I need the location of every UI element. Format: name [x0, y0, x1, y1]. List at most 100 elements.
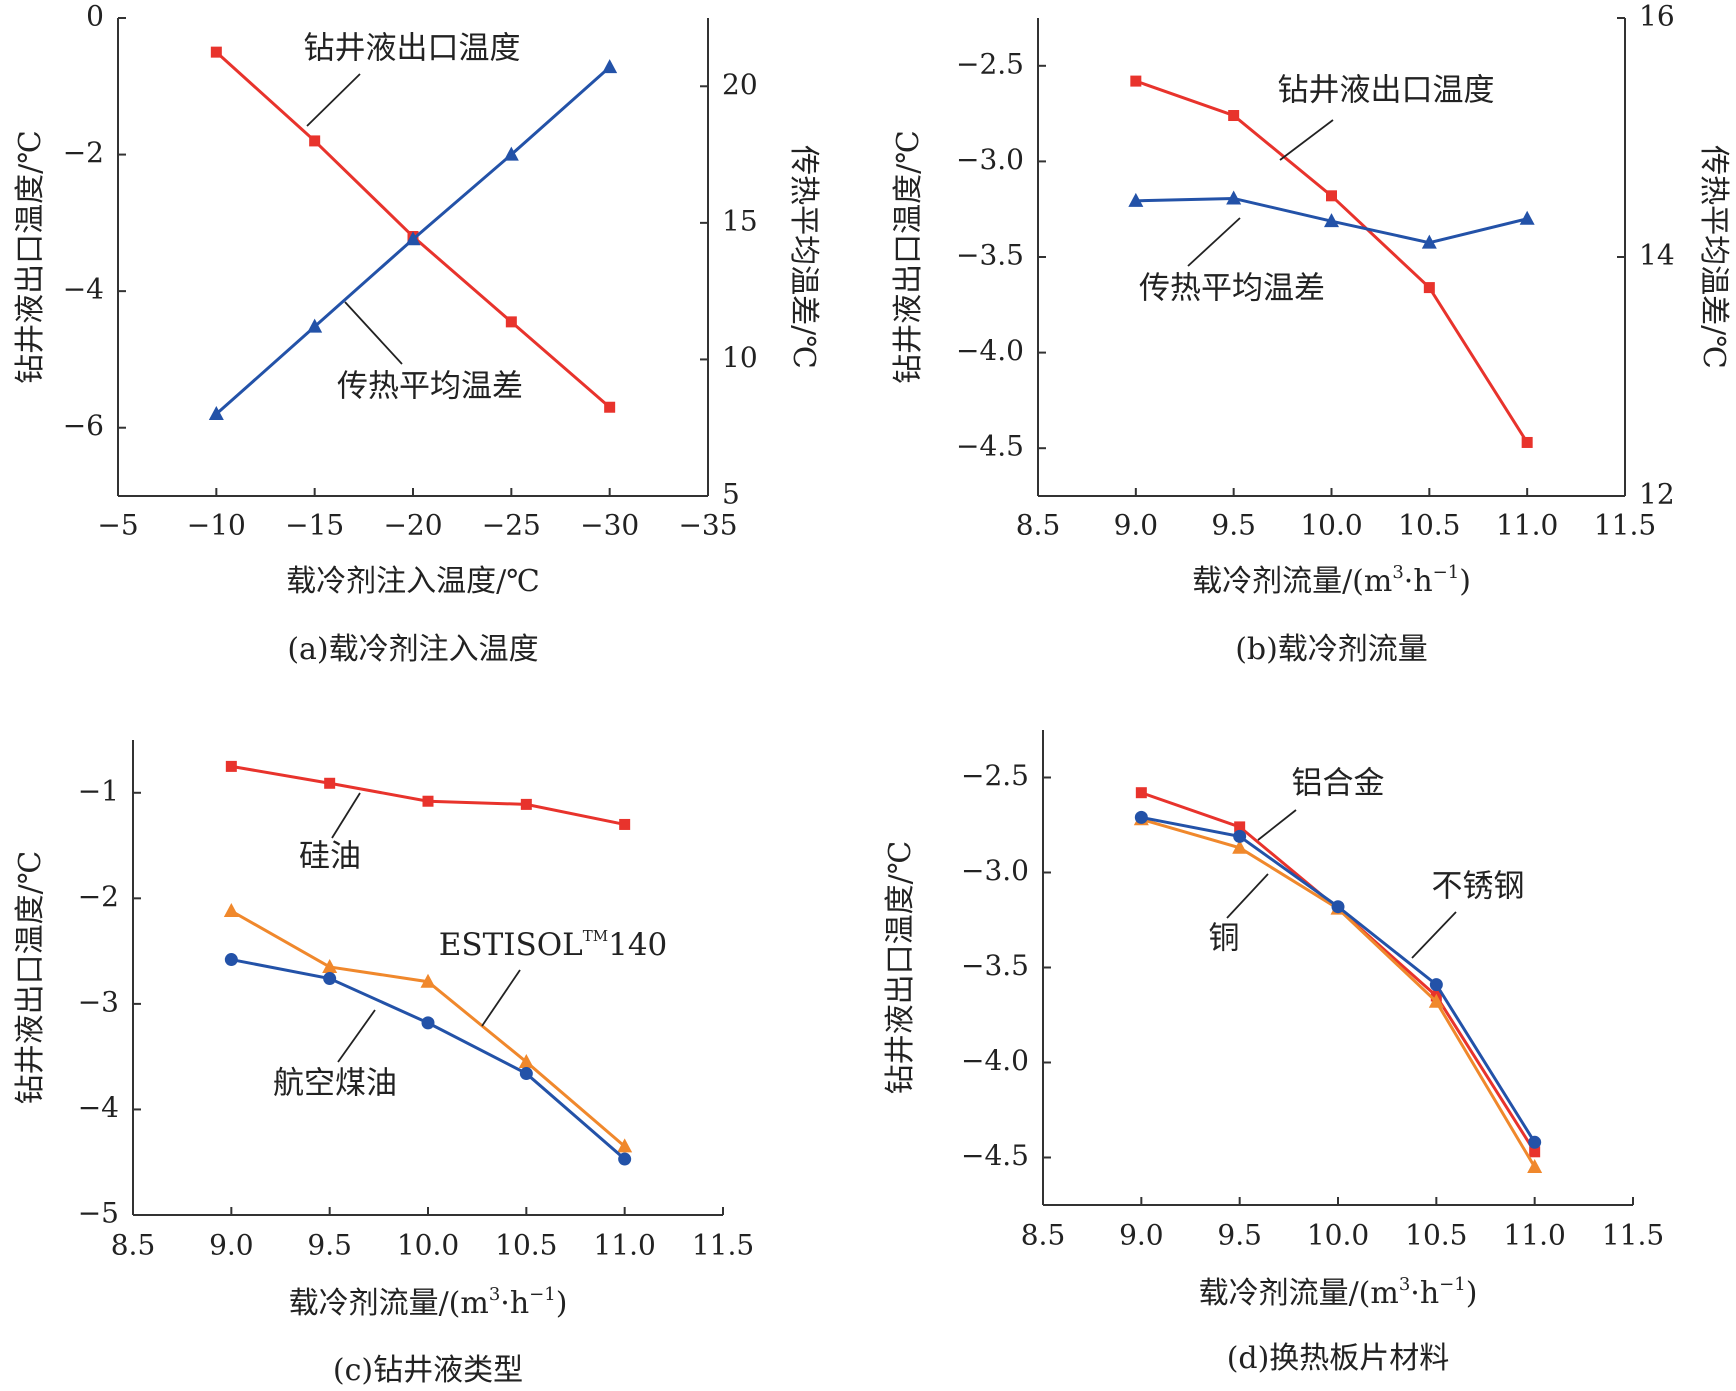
series-line-3	[1141, 815, 1536, 1144]
y2-tick-label: 5	[722, 478, 740, 511]
series-annotation-label: 航空煤油	[273, 1066, 397, 1102]
data-point-triangle	[322, 958, 338, 973]
data-point-triangle	[1519, 210, 1535, 225]
data-point-square	[1529, 1146, 1541, 1158]
annotation-leader-line	[306, 73, 361, 127]
series-line-3	[231, 958, 626, 1161]
data-point-square	[604, 401, 616, 413]
panel-caption: (d)换热板片材料	[1227, 1341, 1450, 1376]
annotation-leader-line	[337, 1009, 376, 1063]
series-annotation-label: 传热平均温差	[337, 369, 523, 405]
series-line-1	[1135, 79, 1529, 444]
data-point-square	[1423, 282, 1435, 294]
x-tick-label: −5	[97, 509, 138, 542]
x-tick-label: 9.5	[1217, 1219, 1262, 1252]
panel-caption: (b)载冷剂流量	[1235, 632, 1428, 667]
x-tick-label: −30	[580, 509, 639, 542]
x-tick-label: 10.0	[397, 1229, 459, 1262]
data-point-circle	[1528, 1135, 1542, 1149]
y-tick-label: −4	[78, 1091, 119, 1124]
data-point-square	[422, 795, 434, 807]
y-axis-label: 钻井液出口温度/℃	[891, 130, 926, 384]
chart-panel-3: 8.5 9.0 9.5 10.0 10.5 11.0 11.5 −1 −2 −3 −4 −5 载冷剂流量…	[13, 740, 754, 1388]
x-tick-label: 10.5	[1398, 509, 1460, 542]
annotation-leader-line	[481, 969, 521, 1027]
y2-tick-label: 15	[722, 204, 758, 237]
y2-tick-label: 12	[1639, 478, 1675, 511]
series-annotation-label: 硅油	[299, 839, 361, 875]
y-tick-label: −5	[78, 1197, 119, 1230]
data-point-triangle	[503, 146, 519, 161]
annotation-leader-line	[1187, 217, 1241, 267]
x-axis-label: 载冷剂流量/(m3·h−1)	[1192, 562, 1471, 600]
y-tick-label: −4.0	[956, 334, 1024, 367]
y-tick-label: −3.0	[956, 143, 1024, 176]
y-axis-label: 钻井液出口温度/℃	[13, 130, 48, 384]
y-tick-label: −3.0	[961, 854, 1029, 887]
data-point-square	[225, 760, 237, 772]
data-point-square	[619, 818, 631, 830]
x-tick-label: 10.0	[1300, 509, 1362, 542]
y-tick-label: −4	[63, 273, 104, 306]
series-annotation-label: 不锈钢	[1432, 869, 1525, 905]
y-tick-label: −2	[63, 136, 104, 169]
y-tick-label: 0	[86, 0, 104, 33]
data-point-triangle	[602, 59, 618, 74]
data-point-triangle	[617, 1138, 633, 1153]
data-point-square	[1234, 821, 1246, 833]
data-point-circle	[618, 1152, 632, 1166]
data-point-circle	[421, 1016, 435, 1030]
x-tick-label: 9.5	[307, 1229, 352, 1262]
data-point-triangle	[420, 973, 436, 988]
x-tick-label: 10.0	[1307, 1219, 1369, 1252]
data-point-square	[520, 798, 532, 810]
y-tick-label: −2.5	[961, 759, 1029, 792]
y-tick-label: −1	[78, 774, 119, 807]
x-axis-label: 载冷剂注入温度/℃	[286, 564, 540, 599]
x-tick-label: −15	[285, 509, 344, 542]
x-tick-label: 11.0	[593, 1229, 655, 1262]
series-line-1	[1140, 791, 1536, 1153]
y2-axis-label: 传热平均温差/℃	[1696, 145, 1731, 369]
series-line-1	[215, 51, 611, 409]
x-tick-label: 9.5	[1211, 509, 1256, 542]
x-tick-label: 11.5	[1602, 1219, 1664, 1252]
x-tick-label: 9.0	[209, 1229, 254, 1262]
x-tick-label: −25	[482, 509, 541, 542]
data-point-square	[210, 46, 222, 58]
data-point-triangle	[405, 231, 421, 246]
x-axis-label: 载冷剂流量/(m3·h−1)	[1199, 1274, 1478, 1312]
y2-tick-label: 14	[1639, 239, 1675, 272]
data-point-circle	[519, 1067, 533, 1081]
series-annotation-label: 钻井液出口温度	[304, 31, 521, 67]
data-point-triangle	[223, 903, 239, 917]
data-point-triangle	[208, 406, 224, 421]
data-point-square	[1135, 787, 1147, 799]
chart-panel-4: 8.5 9.0 9.5 10.0 10.5 11.0 11.5 −2.5 −3.0 −3.5 −4.…	[883, 730, 1664, 1376]
data-point-triangle	[1421, 234, 1437, 249]
y-tick-label: −6	[63, 409, 104, 442]
y-tick-label: −3.5	[956, 239, 1024, 272]
data-point-square	[324, 777, 336, 789]
data-point-triangle	[1226, 190, 1242, 205]
data-point-triangle	[1428, 993, 1444, 1008]
x-tick-label: −10	[187, 509, 246, 542]
y-tick-label: −2	[78, 880, 119, 913]
series-annotation-label: 钻井液出口温度	[1278, 73, 1495, 109]
data-point-triangle	[1232, 839, 1248, 854]
y2-tick-label: 20	[722, 68, 758, 101]
panel-caption: (c)钻井液类型	[333, 1353, 523, 1388]
x-tick-label: −20	[383, 509, 442, 542]
x-axis-label: 载冷剂流量/(m3·h−1)	[289, 1284, 568, 1322]
y-tick-label: −3.5	[961, 949, 1029, 982]
chart-panel-2: 8.5 9.0 9.5 10.0 10.5 11.0 11.5 −2.5 −3.0 −3.5 −4.…	[891, 0, 1731, 667]
y-axis-label: 钻井液出口温度/℃	[883, 841, 918, 1095]
series-line-1	[231, 764, 625, 826]
data-point-square	[505, 316, 517, 328]
x-tick-label: 11.5	[1594, 509, 1656, 542]
data-point-triangle	[1527, 1159, 1543, 1173]
data-point-circle	[224, 953, 238, 967]
data-point-square	[1326, 190, 1337, 202]
data-point-circle	[1233, 829, 1247, 843]
